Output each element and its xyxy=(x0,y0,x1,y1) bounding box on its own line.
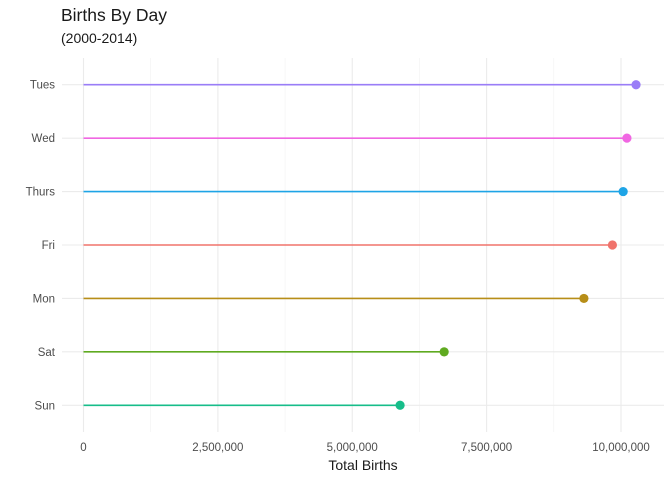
chart-title: Births By Day xyxy=(61,5,167,25)
x-tick-label: 10,000,000 xyxy=(592,442,650,454)
x-tick-label: 2,500,000 xyxy=(192,442,243,454)
dot-wed xyxy=(622,133,632,143)
chart-subtitle: (2000-2014) xyxy=(61,30,138,46)
x-tick-label: 0 xyxy=(80,442,86,454)
dot-mon xyxy=(579,293,589,304)
lollipop-dots xyxy=(395,80,641,410)
dot-thurs xyxy=(618,186,628,197)
y-tick-label-fri: Fri xyxy=(42,240,55,252)
dot-sat xyxy=(439,347,449,357)
y-tick-label-sun: Sun xyxy=(35,400,55,412)
x-tick-label: 7,500,000 xyxy=(461,442,512,454)
x-tick-label: 5,000,000 xyxy=(327,442,378,454)
y-axis-tick-labels: Tues Wed Thurs Fri Mon Sat Sun xyxy=(26,80,56,413)
lollipop-stems xyxy=(83,83,637,407)
y-tick-label-mon: Mon xyxy=(33,293,55,305)
y-tick-label-wed: Wed xyxy=(32,133,55,145)
y-tick-label-tues: Tues xyxy=(30,80,55,92)
dot-fri xyxy=(607,240,618,250)
y-tick-label-sat: Sat xyxy=(38,347,56,359)
dot-sun xyxy=(395,400,405,410)
y-tick-label-thurs: Thurs xyxy=(26,187,56,199)
x-axis-label: Total Births xyxy=(328,457,397,473)
dot-tues xyxy=(631,80,641,90)
x-axis-tick-labels: 0 2,500,000 5,000,000 7,500,000 10,000,000 xyxy=(80,442,649,454)
